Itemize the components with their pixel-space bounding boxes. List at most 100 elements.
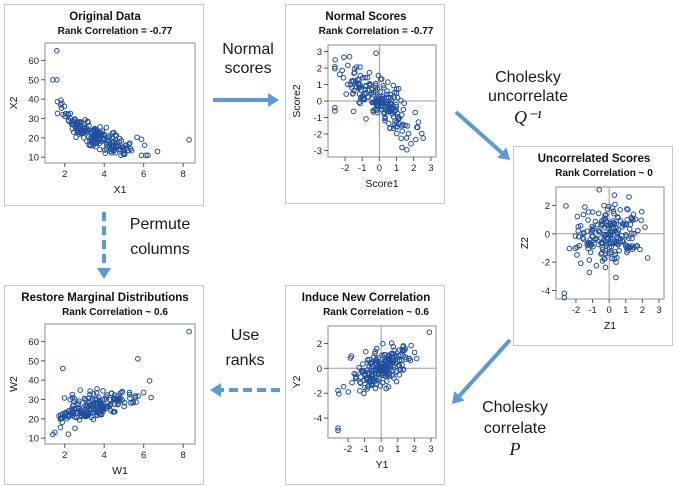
x-axis-label: X1 — [114, 184, 127, 196]
data-point — [385, 79, 391, 85]
data-point — [341, 54, 347, 61]
data-point — [103, 124, 110, 131]
data-point — [598, 221, 604, 228]
data-point — [186, 137, 192, 143]
data-point — [98, 133, 105, 139]
data-point — [577, 223, 584, 229]
data-point — [566, 245, 573, 252]
y-tick-label: 60 — [28, 337, 39, 348]
label-chol-uncorr-line2: uncorrelate — [487, 88, 569, 105]
data-point — [602, 212, 608, 219]
data-point — [390, 82, 397, 89]
label-chol-uncorr-line1: Cholesky — [495, 69, 561, 86]
data-point — [357, 64, 363, 70]
data-point — [367, 360, 373, 366]
data-point — [606, 244, 613, 251]
scatter-restore-marginal: Restore Marginal Distributions Rank Corre… — [8, 292, 196, 477]
data-point — [103, 396, 110, 402]
data-point — [623, 232, 629, 238]
data-point — [116, 398, 123, 405]
data-point — [373, 50, 379, 57]
data-point — [611, 256, 618, 262]
data-point — [390, 114, 397, 120]
data-point — [403, 135, 410, 141]
data-point — [339, 67, 346, 74]
data-point — [393, 378, 400, 385]
data-point — [387, 105, 393, 111]
plot-frame — [555, 186, 665, 300]
data-point — [94, 412, 101, 418]
data-point — [332, 57, 339, 63]
data-point — [629, 246, 636, 252]
data-point — [87, 402, 93, 409]
data-point — [619, 220, 626, 227]
data-point — [393, 119, 400, 126]
label-normal-scores: Normal scores — [208, 40, 288, 78]
data-point — [365, 370, 371, 376]
data-point — [121, 403, 127, 410]
data-point — [370, 89, 377, 96]
data-point — [93, 127, 100, 133]
data-point — [393, 90, 400, 96]
y-tick-label: -4 — [314, 414, 322, 425]
data-point — [587, 249, 594, 256]
data-point — [371, 378, 378, 385]
data-point — [356, 85, 362, 91]
data-point — [389, 360, 396, 367]
label-cholesky-uncorrelate: Cholesky uncorrelate Q⁻¹ — [478, 68, 578, 127]
data-point — [610, 208, 617, 214]
data-point — [143, 152, 149, 159]
data-point — [102, 150, 108, 156]
scatter-original-data: Original Data Rank Correlation = -0.77 2 4 6… — [8, 11, 196, 196]
data-point — [105, 403, 111, 409]
label-permute-line1: Permute — [129, 216, 191, 233]
data-point — [357, 100, 363, 107]
data-point — [381, 85, 387, 91]
data-point — [619, 232, 625, 239]
data-point — [148, 394, 154, 401]
data-point — [90, 391, 97, 397]
data-point — [374, 94, 380, 100]
data-point — [372, 80, 379, 87]
data-point — [399, 128, 405, 134]
data-point — [335, 427, 341, 434]
data-point — [332, 65, 338, 72]
data-point — [348, 353, 355, 359]
y-tick-label: 30 — [28, 114, 39, 125]
data-point — [368, 375, 375, 382]
x-tick-label: -1 — [588, 305, 596, 316]
data-point — [391, 347, 398, 354]
x-tick-label: 4 — [102, 450, 107, 461]
data-point — [128, 147, 135, 154]
data-point — [374, 345, 380, 352]
data-point — [369, 86, 375, 93]
data-point — [575, 234, 582, 240]
data-point — [94, 386, 100, 392]
data-points — [50, 328, 192, 438]
data-point — [357, 380, 364, 387]
data-point — [118, 137, 125, 144]
data-point — [400, 106, 407, 113]
data-point — [343, 91, 350, 97]
label-normal-scores-line2: scores — [224, 60, 272, 77]
data-point — [67, 396, 73, 403]
arrow-permute-columns-head — [97, 268, 111, 279]
data-point — [94, 396, 100, 402]
panel-title: Uncorrelated Scores — [538, 153, 651, 165]
data-point — [87, 391, 93, 398]
data-point — [391, 89, 398, 96]
x-tick-label: -2 — [344, 444, 352, 455]
data-point — [349, 379, 355, 386]
data-point — [336, 391, 342, 397]
data-point — [138, 136, 145, 142]
data-point — [585, 209, 592, 215]
data-point — [394, 110, 401, 117]
data-point — [108, 150, 115, 156]
y-tick-label: 50 — [28, 75, 39, 86]
data-point — [94, 405, 101, 412]
data-point — [186, 328, 192, 335]
data-point — [413, 136, 419, 143]
panel-restore-marginal: Restore Marginal Distributions Rank Corre… — [4, 285, 204, 485]
data-point — [379, 76, 385, 82]
data-point — [109, 135, 116, 142]
